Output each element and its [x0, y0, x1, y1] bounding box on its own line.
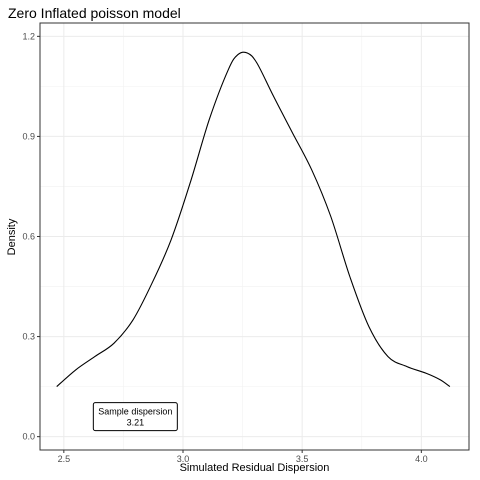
y-axis-label: Density — [6, 218, 18, 255]
x-axis-label: Simulated Residual Dispersion — [180, 462, 330, 474]
annotation-value: 3.21 — [127, 418, 145, 428]
x-tick-label: 3.5 — [296, 454, 309, 464]
x-tick-label: 2.5 — [58, 454, 71, 464]
annotation-label: Sample dispersion — [98, 407, 172, 417]
y-tick-label: 0.6 — [22, 232, 35, 242]
major-grid — [40, 23, 469, 450]
y-tick-label: 1.2 — [22, 31, 35, 41]
y-tick-label: 0.9 — [22, 131, 35, 141]
y-axis-ticks: 0.0 0.3 0.6 0.9 1.2 — [22, 31, 40, 442]
chart-title: Zero Inflated poisson model — [8, 5, 181, 21]
x-axis-ticks: 2.5 3.0 3.5 4.0 — [58, 450, 428, 464]
x-tick-label: 4.0 — [415, 454, 428, 464]
x-tick-label: 3.0 — [177, 454, 190, 464]
sample-dispersion-annotation: Sample dispersion 3.21 — [92, 402, 178, 432]
annotation-box — [92, 402, 178, 432]
density-curve — [56, 51, 451, 388]
y-tick-label: 0.3 — [22, 332, 35, 342]
y-tick-label: 0.0 — [22, 432, 35, 442]
